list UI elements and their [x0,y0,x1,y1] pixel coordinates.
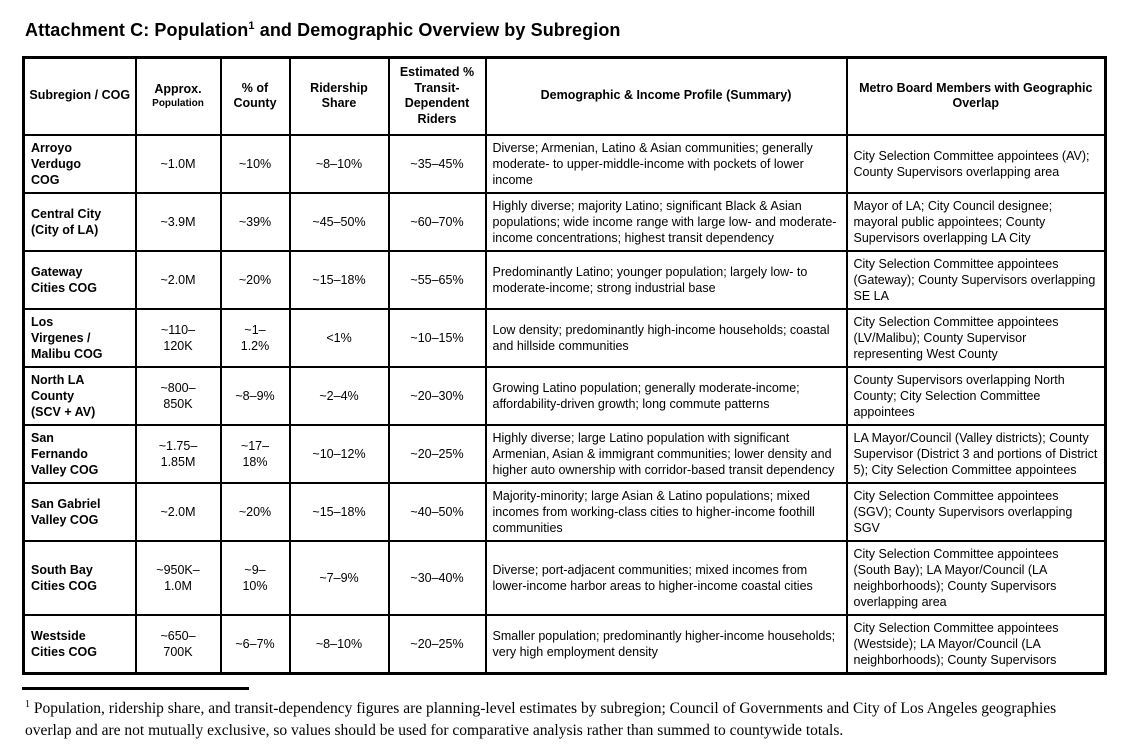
board-members-cell: City Selection Committee appointees (AV)… [845,133,1107,194]
pct-of-county-cell: ~39% [219,191,291,252]
title-footnote-marker: 1 [248,20,255,32]
profile-cell: Majority-minority; large Asian & Latino … [484,481,848,542]
subregion-cell: Arroyo Verdugo COG [22,133,137,194]
transit-dependent-cell: ~10–15% [387,307,487,368]
population-cell: ~800– 850K [134,365,222,426]
profile-cell: Low density; predominantly high-income h… [484,307,848,368]
column-header-population-label: Approx. [154,82,202,97]
profile-cell: Highly diverse; large Latino population … [484,423,848,484]
footnote-text: Population, ridership share, and transit… [25,699,1057,740]
column-header-subregion: Subregion / COG [22,56,137,136]
board-members-cell: City Selection Committee appointees (Sou… [845,539,1107,616]
population-cell: ~950K– 1.0M [134,539,222,616]
transit-dependent-cell: ~30–40% [387,539,487,616]
board-members-cell: LA Mayor/Council (Valley districts); Cou… [845,423,1107,484]
board-members-cell: County Supervisors overlapping North Cou… [845,365,1107,426]
ridership-share-cell: ~15–18% [288,249,390,310]
column-header-ridership-share: Ridership Share [288,56,390,136]
ridership-share-cell: ~7–9% [288,539,390,616]
subregion-cell: Central City (City of LA) [22,191,137,252]
population-cell: ~2.0M [134,481,222,542]
ridership-share-cell: ~8–10% [288,613,390,674]
table-row: North LA County (SCV + AV) ~800– 850K ~8… [22,365,1107,426]
footnote-divider [22,686,249,690]
table-row: Los Virgenes / Malibu COG ~110– 120K ~1–… [22,307,1107,368]
column-header-pct-of-county: % of County [219,56,291,136]
pct-of-county-cell: ~17– 18% [219,423,291,484]
board-members-cell: City Selection Committee appointees (SGV… [845,481,1107,542]
profile-cell: Smaller population; predominantly higher… [484,613,848,674]
transit-dependent-cell: ~60–70% [387,191,487,252]
table-header: Subregion / COG Approx. Population % of C… [22,56,1107,136]
footnote: 1 Population, ridership share, and trans… [25,698,1104,743]
profile-cell: Highly diverse; majority Latino; signifi… [484,191,848,252]
transit-dependent-cell: ~40–50% [387,481,487,542]
population-cell: ~3.9M [134,191,222,252]
board-members-cell: Mayor of LA; City Council designee; mayo… [845,191,1107,252]
profile-cell: Diverse; Armenian, Latino & Asian commun… [484,133,848,194]
pct-of-county-cell: ~6–7% [219,613,291,674]
pct-of-county-cell: ~10% [219,133,291,194]
pct-of-county-cell: ~9– 10% [219,539,291,616]
population-cell: ~1.0M [134,133,222,194]
board-members-cell: City Selection Committee appointees (Wes… [845,613,1107,674]
transit-dependent-cell: ~20–25% [387,613,487,674]
profile-cell: Predominantly Latino; younger population… [484,249,848,310]
ridership-share-cell: ~2–4% [288,365,390,426]
board-members-cell: City Selection Committee appointees (LV/… [845,307,1107,368]
table-row: San Gabriel Valley COG ~2.0M ~20% ~15–18… [22,481,1107,542]
ridership-share-cell: <1% [288,307,390,368]
pct-of-county-cell: ~8–9% [219,365,291,426]
transit-dependent-cell: ~55–65% [387,249,487,310]
board-members-cell: City Selection Committee appointees (Gat… [845,249,1107,310]
table-row: Arroyo Verdugo COG ~1.0M ~10% ~8–10% ~35… [22,133,1107,194]
subregion-cell: Los Virgenes / Malibu COG [22,307,137,368]
population-cell: ~1.75– 1.85M [134,423,222,484]
ridership-share-cell: ~45–50% [288,191,390,252]
population-cell: ~110– 120K [134,307,222,368]
subregion-cell: Gateway Cities COG [22,249,137,310]
ridership-share-cell: ~10–12% [288,423,390,484]
column-header-population-sublabel: Population [152,98,204,110]
table-row: Westside Cities COG ~650– 700K ~6–7% ~8–… [22,613,1107,674]
column-header-transit-dependent: Estimated % Transit-Dependent Riders [387,56,487,136]
pct-of-county-cell: ~20% [219,249,291,310]
page-title: Attachment C: Population1 and Demographi… [25,20,1126,41]
transit-dependent-cell: ~20–25% [387,423,487,484]
population-cell: ~2.0M [134,249,222,310]
footnote-marker: 1 [25,698,30,710]
transit-dependent-cell: ~20–30% [387,365,487,426]
column-header-demographic-profile: Demographic & Income Profile (Summary) [484,56,848,136]
profile-cell: Growing Latino population; generally mod… [484,365,848,426]
column-header-board-members: Metro Board Members with Geographic Over… [845,56,1107,136]
profile-cell: Diverse; port-adjacent communities; mixe… [484,539,848,616]
subregion-cell: South Bay Cities COG [22,539,137,616]
table-row: San Fernando Valley COG ~1.75– 1.85M ~17… [22,423,1107,484]
ridership-share-cell: ~8–10% [288,133,390,194]
transit-dependent-cell: ~35–45% [387,133,487,194]
column-header-population: Approx. Population [134,56,222,136]
header-row: Subregion / COG Approx. Population % of C… [22,56,1107,136]
subregion-cell: San Gabriel Valley COG [22,481,137,542]
table-row: Gateway Cities COG ~2.0M ~20% ~15–18% ~5… [22,249,1107,310]
population-cell: ~650– 700K [134,613,222,674]
subregion-cell: San Fernando Valley COG [22,423,137,484]
subregion-cell: Westside Cities COG [22,613,137,674]
table-row: South Bay Cities COG ~950K– 1.0M ~9– 10%… [22,539,1107,616]
table-row: Central City (City of LA) ~3.9M ~39% ~45… [22,191,1107,252]
table-body: Arroyo Verdugo COG ~1.0M ~10% ~8–10% ~35… [22,133,1107,674]
ridership-share-cell: ~15–18% [288,481,390,542]
subregion-overview-table: Subregion / COG Approx. Population % of C… [22,56,1107,675]
subregion-cell: North LA County (SCV + AV) [22,365,137,426]
page-title-text-cont: and Demographic Overview by Subregion [254,20,621,40]
page-title-text: Attachment C: Population [25,20,249,40]
pct-of-county-cell: ~1– 1.2% [219,307,291,368]
pct-of-county-cell: ~20% [219,481,291,542]
